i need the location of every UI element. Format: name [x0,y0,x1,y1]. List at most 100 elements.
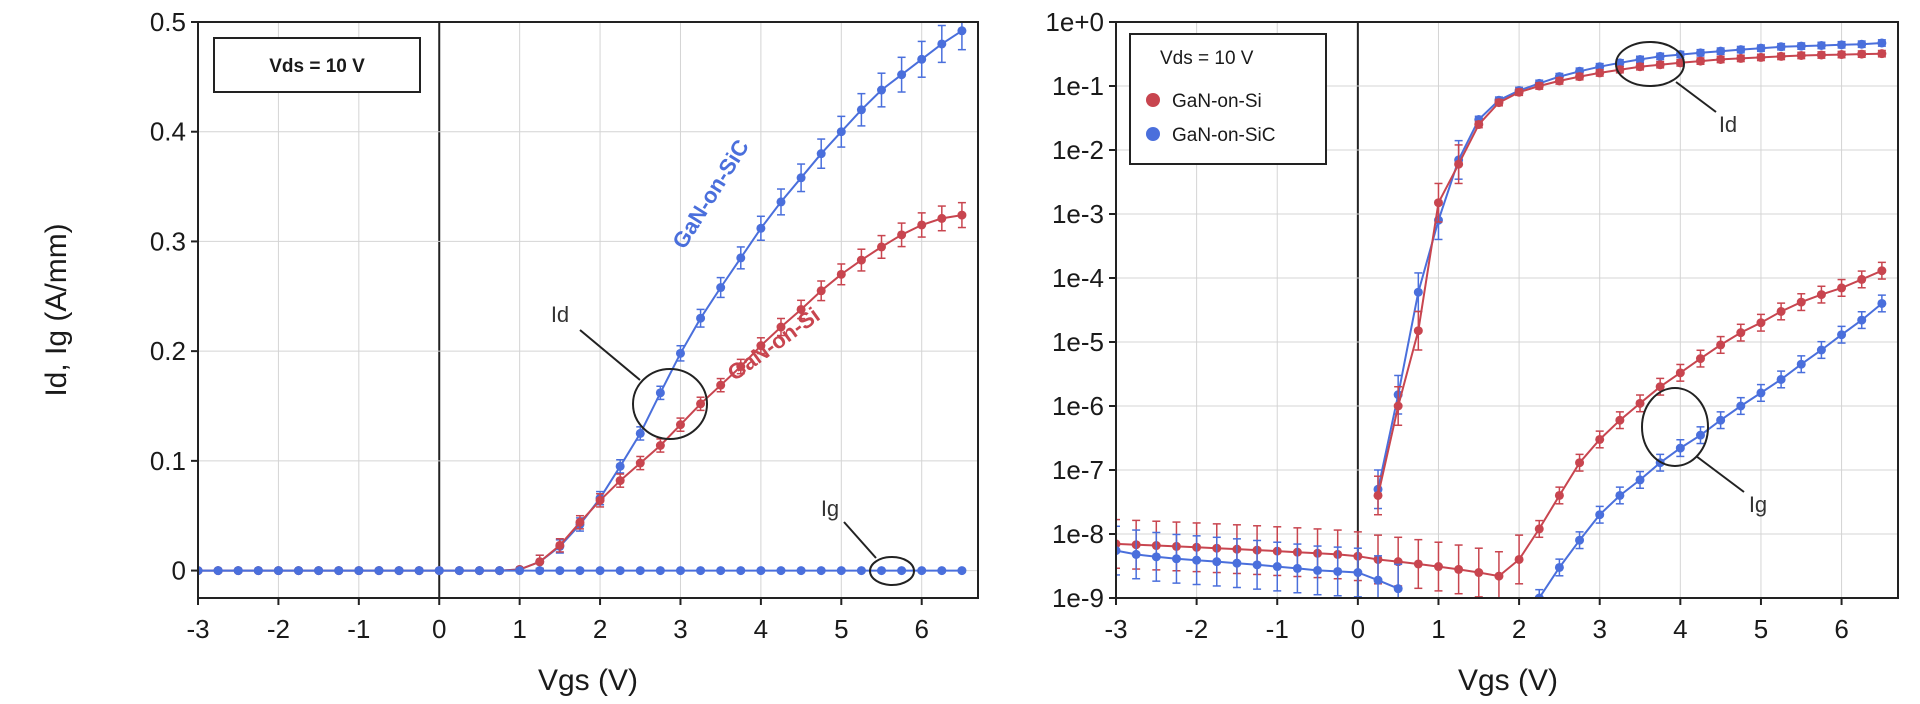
data-point-gan-on-si-id [535,557,545,567]
right-id-annotation-ellipse [1615,41,1685,87]
left-x-axis-label: Vgs (V) [538,664,638,697]
data-point-gan-on-sic-ig [394,566,404,576]
data-point-gan-on-sic-ig [1736,401,1746,411]
data-point-gan-on-sic-ig [1171,554,1181,564]
data-point-gan-on-sic-id [1877,38,1887,48]
series-gan-on-sic-id [1373,38,1887,510]
data-point-gan-on-si-ig [1736,328,1746,338]
series-line-gan-on-sic-id [1377,42,1882,490]
data-point-gan-on-sic-ig [1796,359,1806,369]
left-id-annotation-leader [579,329,641,381]
data-point-gan-on-sic-id [1816,40,1826,50]
right-legend: Vds = 10 V GaN-on-Si GaN-on-SiC [1129,33,1327,165]
data-point-gan-on-sic-ig [1116,546,1121,556]
data-point-gan-on-sic-ig [414,566,424,576]
data-point-gan-on-sic-ig [495,566,505,576]
data-point-gan-on-sic-id [716,283,726,293]
data-point-gan-on-sic-ig [655,566,665,576]
data-point-gan-on-sic-ig [374,566,384,576]
data-point-gan-on-sic-id [1837,40,1847,50]
data-point-gan-on-si-ig [1534,524,1544,534]
l-x-tick-label: 2 [593,614,607,644]
data-point-gan-on-sic-id [917,54,927,64]
right-legend-box [1129,33,1327,165]
r-x-tick-label: 1 [1431,614,1445,644]
data-point-gan-on-sic-ig [1272,562,1282,572]
data-point-gan-on-sic-id [1615,58,1625,68]
data-point-gan-on-si-id [856,255,866,265]
series-gan-on-si-ig [1116,261,1887,598]
data-point-gan-on-sic-ig [736,566,746,576]
r-x-tick-label: 3 [1592,614,1606,644]
data-point-gan-on-si-id [1736,53,1746,63]
series-gan-on-sic-ig [198,566,967,576]
data-point-gan-on-sic-id [1716,46,1726,56]
data-point-gan-on-si-id [1675,58,1685,68]
data-point-gan-on-sic-id [877,85,887,95]
data-point-gan-on-si-id [1776,51,1786,61]
data-point-gan-on-sic-id [696,313,706,323]
r-y-tick-label: 1e-5 [1052,327,1104,357]
l-y-tick-label: 0.3 [150,226,186,256]
data-point-gan-on-sic-id [635,428,645,438]
data-point-gan-on-si-id [1857,49,1867,59]
data-point-gan-on-sic-ig [535,566,545,576]
left-condition-box [213,37,421,93]
data-point-gan-on-si-id [1796,50,1806,60]
right-x-ticks: -3 -2 -1 0 1 2 3 4 5 6 [1104,598,1849,644]
data-point-gan-on-si-id [796,304,806,314]
data-point-gan-on-si-ig [1454,564,1464,574]
data-point-gan-on-si-id [1655,60,1665,70]
data-point-gan-on-sic-ig [253,566,263,576]
data-point-gan-on-si-id [1695,56,1705,66]
right-ig-annotation-ellipse [1641,387,1709,467]
data-point-gan-on-si-id [1454,159,1464,169]
data-point-gan-on-si-id [1837,50,1847,60]
series-line-gan-on-si-ig [1116,269,1883,578]
l-y-tick-label: 0.5 [150,7,186,37]
data-point-gan-on-sic-ig [1857,315,1867,325]
data-point-gan-on-si-ig [1575,458,1585,468]
data-point-gan-on-sic-ig [1373,575,1383,585]
data-point-gan-on-si-id [1514,87,1524,97]
data-point-gan-on-sic-id [1635,54,1645,64]
legend-label-gan-on-si: GaN-on-Si [1172,91,1262,112]
r-y-tick-label: 1e-8 [1052,519,1104,549]
data-point-gan-on-si-id [635,458,645,468]
data-point-gan-on-si-ig [1554,490,1564,500]
data-point-gan-on-sic-id [897,70,907,80]
legend-marker-gan-on-si [1146,93,1160,107]
data-point-gan-on-sic-id [736,253,746,263]
data-point-gan-on-sic-ig [1615,490,1625,500]
data-point-gan-on-sic-ig [917,566,927,576]
series-line-gan-on-si-id [1377,52,1882,496]
left-traces [198,22,967,576]
r-y-tick-label: 1e-3 [1052,199,1104,229]
data-point-gan-on-sic-ig [314,566,324,576]
r-x-tick-label: 0 [1351,614,1365,644]
data-point-gan-on-sic-ig [776,566,786,576]
right-x-axis-label: Vgs (V) [1458,664,1558,697]
data-point-gan-on-sic-ig [897,566,907,576]
data-point-gan-on-sic-ig [615,566,625,576]
data-point-gan-on-si-id [1554,76,1564,86]
data-point-gan-on-si-id [696,399,706,409]
r-x-tick-label: -1 [1266,614,1289,644]
data-point-gan-on-si-ig [1514,554,1524,564]
left-id-annotation-text: Id [551,302,569,327]
data-point-gan-on-si-ig [1857,274,1867,284]
data-point-gan-on-si-id [1413,326,1423,336]
data-point-gan-on-si-ig [1877,266,1887,276]
l-x-tick-label: -1 [347,614,370,644]
data-point-gan-on-sic-id [675,348,685,358]
data-point-gan-on-si-ig [1716,340,1726,350]
data-point-gan-on-si-id [615,476,625,486]
r-y-tick-label: 1e-4 [1052,263,1104,293]
data-point-gan-on-sic-ig [756,566,766,576]
data-point-gan-on-si-ig [1756,318,1766,328]
data-point-gan-on-sic-ig [1816,345,1826,355]
data-point-gan-on-si-id [1595,68,1605,78]
data-point-gan-on-si-id [1635,62,1645,72]
data-point-gan-on-si-id [1534,81,1544,91]
data-point-gan-on-sic-ig [1151,552,1161,562]
